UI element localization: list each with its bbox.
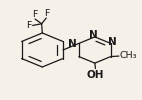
Text: N: N [89,30,98,40]
Text: F: F [26,21,31,30]
Text: F: F [44,9,50,18]
Text: F: F [32,10,37,19]
Text: OH: OH [87,70,104,80]
Text: N: N [68,39,77,49]
Text: N: N [108,37,116,47]
Text: CH₃: CH₃ [120,51,137,60]
